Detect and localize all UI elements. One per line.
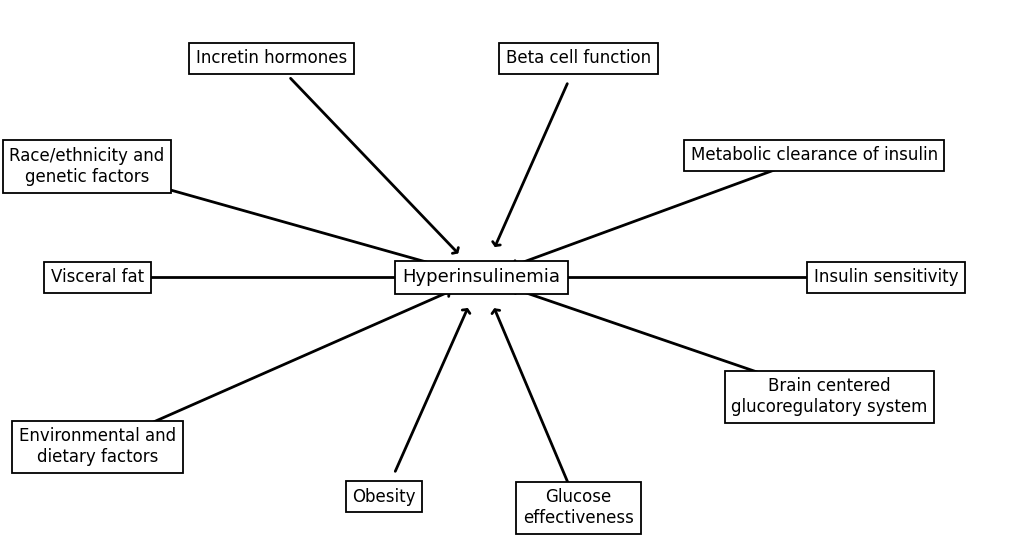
Text: Obesity: Obesity: [352, 488, 416, 506]
Text: Visceral fat: Visceral fat: [51, 269, 143, 286]
Text: Beta cell function: Beta cell function: [506, 49, 651, 67]
Text: Insulin sensitivity: Insulin sensitivity: [813, 269, 958, 286]
Text: Incretin hormones: Incretin hormones: [196, 49, 347, 67]
Text: Glucose
effectiveness: Glucose effectiveness: [523, 488, 634, 527]
Text: Environmental and
dietary factors: Environmental and dietary factors: [18, 427, 176, 466]
Text: Race/ethnicity and
genetic factors: Race/ethnicity and genetic factors: [9, 147, 165, 186]
Text: Metabolic clearance of insulin: Metabolic clearance of insulin: [690, 147, 938, 164]
Text: Hyperinsulinemia: Hyperinsulinemia: [402, 269, 560, 286]
Text: Brain centered
glucoregulatory system: Brain centered glucoregulatory system: [731, 377, 928, 416]
